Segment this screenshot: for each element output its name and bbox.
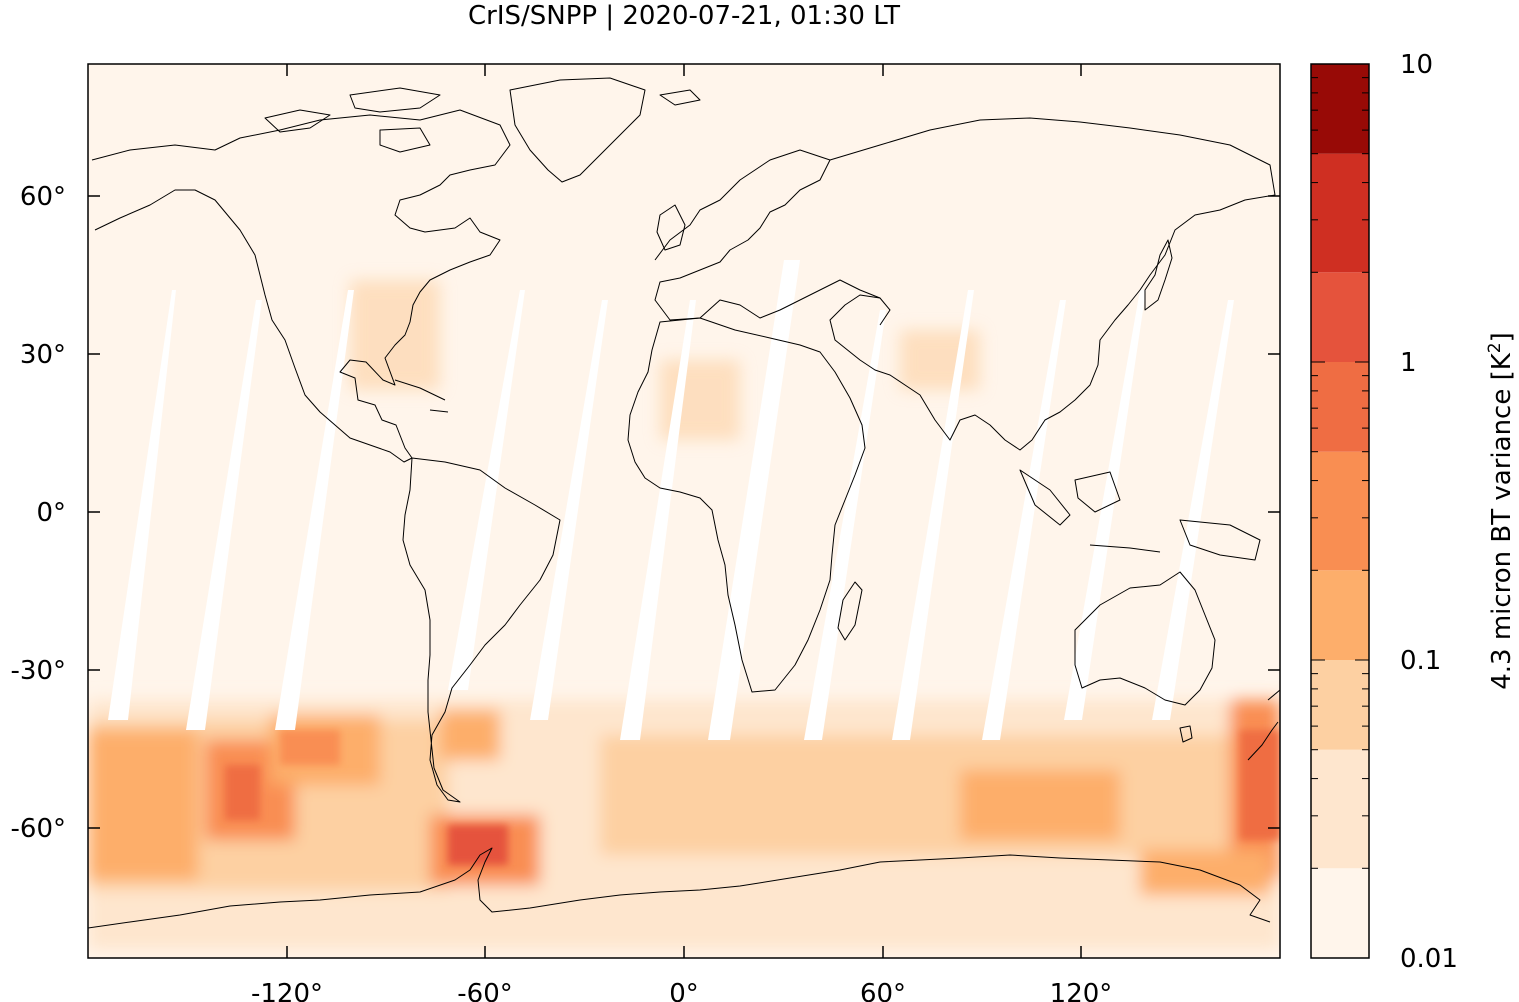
variance-peak xyxy=(280,730,340,765)
coastline-madagascar xyxy=(837,581,863,641)
colorbar-label-text: 4.3 micron BT variance [K xyxy=(1487,352,1517,690)
coastline-europe xyxy=(654,149,891,326)
coastlines xyxy=(88,77,1280,929)
swath-gap xyxy=(108,290,176,720)
x-tick-label: 120° xyxy=(1050,979,1113,1002)
swath-gap xyxy=(982,300,1066,740)
colorbar-band xyxy=(1311,660,1369,750)
swath-gap xyxy=(1064,290,1146,720)
coastline-greenland xyxy=(509,77,646,183)
variance-patch xyxy=(350,280,440,390)
colorbar-minor-ticks xyxy=(1311,63,1369,959)
coastline-asia xyxy=(829,117,1276,451)
coastline-australia xyxy=(1074,571,1216,706)
variance-region xyxy=(88,730,198,880)
colorbar-tick-label: 0.01 xyxy=(1400,944,1458,974)
swath-gap xyxy=(448,290,525,690)
swath-gap xyxy=(708,260,800,740)
swath-gap xyxy=(804,310,886,740)
x-tick-label: 60° xyxy=(860,979,906,1002)
y-axis: 60° 30° 0° -30° -60° xyxy=(11,182,66,844)
coastline-japan xyxy=(1144,239,1173,311)
colorbar-band xyxy=(1311,570,1369,660)
coastline-antarctica xyxy=(88,847,1271,929)
colorbar-tick-label: 1 xyxy=(1400,348,1417,378)
variance-field xyxy=(88,280,1280,950)
coastline-africa xyxy=(627,317,866,693)
y-tick-label: 60° xyxy=(20,182,66,212)
y-tick-label: -60° xyxy=(11,814,66,844)
colorbar-frame xyxy=(1310,63,1370,959)
swath-gap xyxy=(892,290,974,740)
tick-marks xyxy=(88,64,1280,958)
colorbar-band xyxy=(1311,153,1369,273)
colorbar-band xyxy=(1311,868,1369,958)
colorbar-band xyxy=(1311,362,1369,452)
chart-title: CrIS/SNPP | 2020-07-21, 01:30 LT xyxy=(468,1,900,31)
variance-region xyxy=(1140,850,1270,895)
coastline-indonesia xyxy=(1019,469,1261,561)
x-tick-label: -120° xyxy=(251,979,323,1002)
x-axis: -120° -60° 0° 60° 120° xyxy=(251,979,1112,1002)
colorbar-band xyxy=(1311,749,1369,869)
colorbar-band xyxy=(1311,451,1369,571)
y-tick-label: 30° xyxy=(20,340,66,370)
y-tick-label: -30° xyxy=(11,656,66,686)
swath-gap xyxy=(275,290,354,730)
colorbar-tick-label: 0.1 xyxy=(1400,646,1441,676)
colorbar-label: 4.3 micron BT variance [K2] xyxy=(1485,332,1517,690)
swath-gap xyxy=(1152,300,1234,720)
colorbar-band xyxy=(1311,272,1369,362)
colorbar-label-end: ] xyxy=(1487,332,1517,342)
swath-gap xyxy=(620,300,696,740)
y-tick-label: 0° xyxy=(36,498,66,528)
map-ticks xyxy=(88,64,1280,958)
swath-gaps xyxy=(108,260,1234,740)
coastline-new-zealand xyxy=(1247,689,1280,761)
colorbar-band xyxy=(1311,64,1369,154)
coastline-south-america xyxy=(402,457,561,803)
variance-region xyxy=(960,770,1120,840)
variance-peak xyxy=(1240,730,1280,840)
swath-gap xyxy=(530,300,608,720)
variance-patch xyxy=(900,330,980,390)
variance-peak xyxy=(225,765,260,820)
colorbar-bands xyxy=(1311,64,1369,958)
coastline-tasmania xyxy=(1179,725,1193,743)
colorbar-label-superscript: 2 xyxy=(1485,342,1505,353)
coastline-north-america xyxy=(91,109,511,463)
coastline-arctic-islands xyxy=(264,87,701,153)
colorbar-tick-label: 10 xyxy=(1400,50,1433,80)
variance-region xyxy=(600,735,1280,855)
x-tick-label: -60° xyxy=(457,979,512,1002)
variance-region xyxy=(440,710,500,760)
map-frame xyxy=(87,63,1281,959)
x-tick-label: 0° xyxy=(669,979,699,1002)
swath-gap xyxy=(186,300,262,730)
coastline-caribbean xyxy=(394,379,449,413)
variance-peak xyxy=(448,825,508,865)
map-panel xyxy=(87,63,1281,959)
colorbar: 10 1 0.1 0.01 4.3 micron BT variance [K2… xyxy=(1310,50,1517,974)
coastline-uk xyxy=(656,204,686,251)
